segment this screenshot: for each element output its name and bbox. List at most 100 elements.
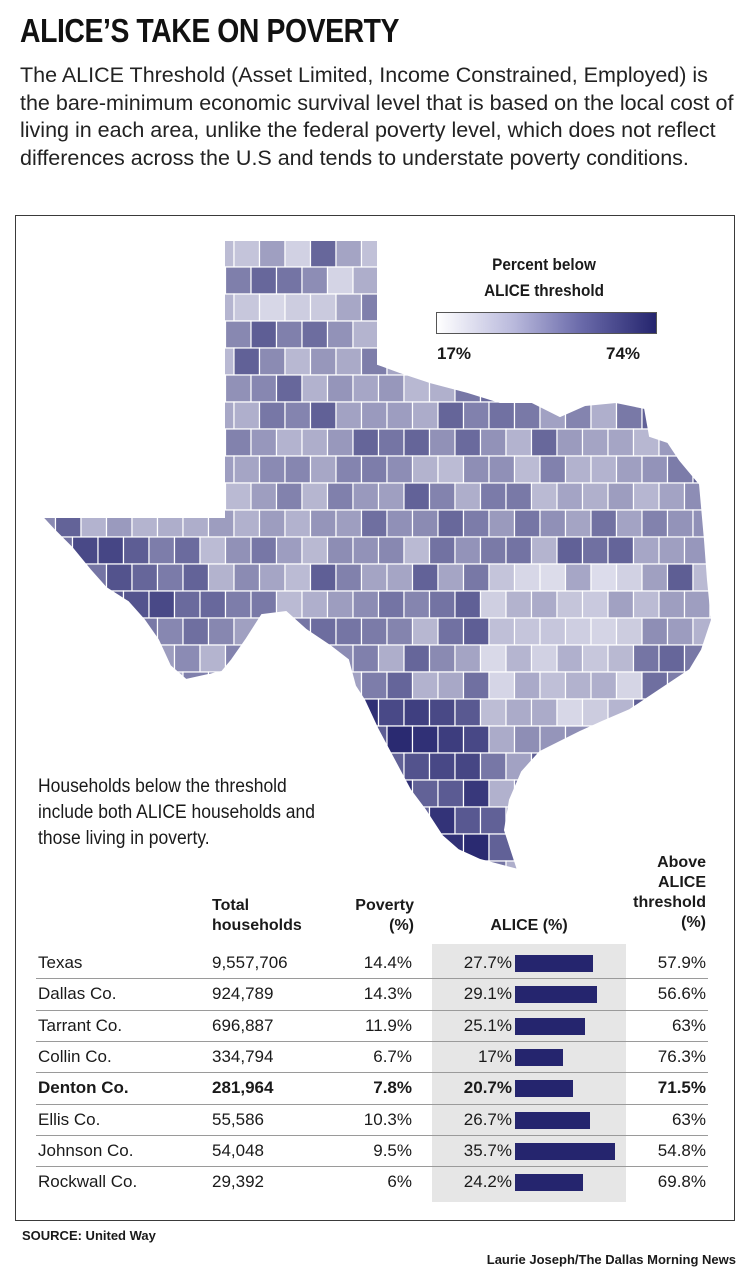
county-shape: [709, 644, 712, 673]
legend-max-label: 74%: [606, 344, 641, 363]
county-shape: [54, 293, 82, 322]
county-shape: [683, 374, 711, 403]
county-shape: [199, 698, 227, 727]
county-shape: [386, 293, 414, 322]
row-total-households: 696,887: [212, 1015, 274, 1035]
county-shape: [326, 590, 354, 619]
county-shape: [233, 671, 261, 700]
table-row: Collin Co. 334,794 6.7% 17% 76.3%: [38, 1041, 708, 1072]
county-shape: [250, 374, 278, 403]
row-alice: 25.1%: [463, 1015, 512, 1035]
header-poverty-line2: (%): [389, 917, 414, 934]
county-shape: [233, 725, 261, 754]
county-shape: [719, 456, 745, 483]
county-shape: [403, 644, 431, 673]
county-shape: [54, 563, 82, 592]
county-shape: [173, 428, 201, 457]
county-shape: [403, 590, 431, 619]
county-shape: [156, 293, 184, 322]
table-row: Tarrant Co. 696,887 11.9% 25.1% 63%: [38, 1010, 708, 1041]
county-shape: [156, 617, 184, 646]
county-shape: [80, 725, 108, 754]
county-shape: [505, 590, 533, 619]
county-shape: [615, 509, 643, 538]
county-shape: [709, 482, 712, 511]
county-shape: [641, 779, 669, 808]
county-shape: [301, 644, 329, 673]
county-shape: [284, 563, 312, 592]
row-total-households: 334,794: [212, 1046, 274, 1066]
county-shape: [301, 428, 329, 457]
county-shape: [199, 536, 227, 565]
county-shape: [632, 806, 660, 835]
county-shape: [386, 671, 414, 700]
county-shape: [224, 482, 252, 511]
county-shape: [462, 779, 490, 808]
county-shape: [301, 482, 329, 511]
county-shape: [301, 374, 329, 403]
county-shape: [428, 644, 456, 673]
county-shape: [173, 860, 201, 870]
county-shape: [80, 671, 108, 700]
county-shape: [326, 482, 354, 511]
county-shape: [386, 401, 414, 430]
county-shape: [658, 644, 686, 673]
county-shape: [539, 833, 567, 862]
row-alice: 26.7%: [463, 1109, 512, 1129]
county-shape: [122, 536, 150, 565]
county-shape: [97, 320, 125, 349]
county-shape: [564, 347, 592, 376]
county-shape: [666, 617, 694, 646]
county-shape: [42, 590, 48, 619]
county-shape: [46, 536, 74, 565]
county-shape: [54, 455, 82, 484]
county-shape: [42, 644, 48, 673]
county-shape: [564, 563, 592, 592]
county-shape: [360, 509, 388, 538]
county-shape: [479, 536, 507, 565]
county-shape: [309, 509, 337, 538]
county-shape: [258, 455, 286, 484]
county-shape: [148, 320, 176, 349]
county-shape: [97, 644, 125, 673]
county-shape: [182, 509, 210, 538]
county-shape: [352, 428, 380, 457]
county-shape: [641, 240, 669, 268]
county-shape: [207, 617, 235, 646]
county-shape: [148, 698, 176, 727]
county-shape: [360, 779, 388, 808]
county-shape: [42, 240, 57, 268]
county-shape: [335, 563, 363, 592]
county-shape: [301, 698, 329, 727]
county-shape: [326, 266, 354, 295]
row-alice: 35.7%: [463, 1140, 512, 1160]
county-shape: [709, 428, 712, 457]
header-poverty: Poverty (%): [320, 896, 414, 936]
county-shape: [709, 590, 712, 619]
county-shape: [437, 779, 465, 808]
row-above-threshold: 63%: [671, 1015, 706, 1035]
county-shape: [411, 509, 439, 538]
header-above-line2: ALICE: [658, 874, 706, 891]
county-shape: [360, 347, 388, 376]
county-shape: [250, 428, 278, 457]
county-shape: [607, 698, 635, 727]
county-shape: [105, 725, 133, 754]
county-shape: [564, 509, 592, 538]
county-shape: [173, 320, 201, 349]
county-shape: [207, 725, 235, 754]
county-shape: [683, 806, 711, 835]
county-shape: [182, 240, 210, 268]
county-shape: [275, 374, 303, 403]
county-shape: [97, 536, 125, 565]
county-shape: [309, 401, 337, 430]
county-shape: [326, 320, 354, 349]
county-shape: [403, 698, 431, 727]
county-shape: [122, 374, 150, 403]
row-alice: 24.2%: [463, 1172, 512, 1192]
county-shape: [488, 725, 516, 754]
alice-bar: [515, 1174, 583, 1192]
county-shape: [479, 482, 507, 511]
county-shape: [105, 455, 133, 484]
table-row: Denton Co. 281,964 7.8% 20.7% 71.5%: [38, 1072, 708, 1103]
